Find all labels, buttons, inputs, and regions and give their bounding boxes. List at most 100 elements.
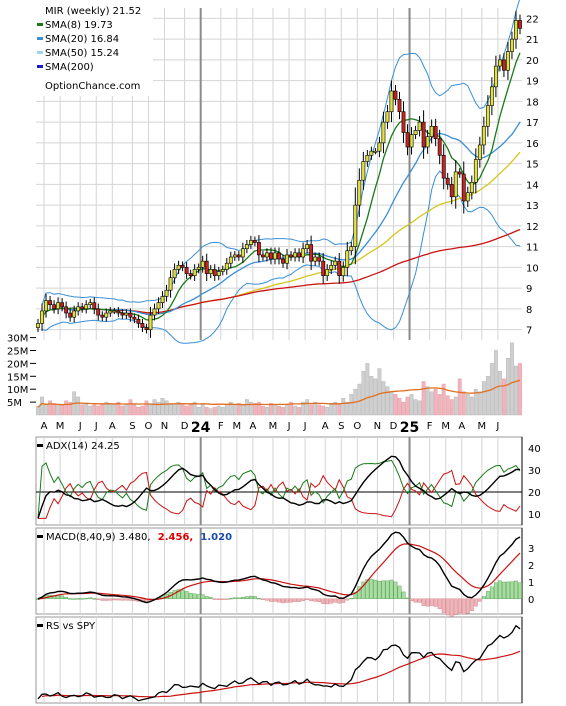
macd-hist-bar-35 xyxy=(176,589,181,600)
volume-bar-51 xyxy=(240,404,245,416)
price-tick-20: 20 xyxy=(526,56,539,67)
volume-bar-56 xyxy=(261,405,265,416)
volume-bar-18 xyxy=(108,403,113,416)
macd-hist-bar-69 xyxy=(313,598,318,602)
macd-hist-bar-22 xyxy=(124,598,129,601)
candle-body-38 xyxy=(188,273,193,276)
volume-bar-105 xyxy=(457,378,462,416)
macd-hist-bar-11 xyxy=(80,598,85,600)
macd-hist-bar-42 xyxy=(204,596,209,600)
macd-hist-bar-75 xyxy=(337,598,342,604)
candle-body-41 xyxy=(200,260,205,268)
adx-line xyxy=(37,455,520,519)
macd-line xyxy=(37,531,521,604)
macd-hist-bar-100 xyxy=(437,598,442,610)
volume-bar-69 xyxy=(313,401,318,416)
rs-line xyxy=(37,624,521,702)
legend-sma8: SMA(8) 19.73 xyxy=(45,20,113,31)
candle-body-60 xyxy=(277,252,281,260)
volume-bar-99 xyxy=(433,389,438,416)
candle-body-104 xyxy=(453,171,458,198)
macd-hist-bar-13 xyxy=(88,597,93,600)
volume-bar-94 xyxy=(413,399,418,416)
volume-bar-104 xyxy=(453,396,458,416)
volume-bar-63 xyxy=(289,401,293,416)
volume-bar-47 xyxy=(224,404,229,416)
volume-bar-75 xyxy=(337,404,342,416)
candle-body-71 xyxy=(321,260,326,276)
macd-hist-bar-107 xyxy=(465,598,470,614)
macd-hist-bar-61 xyxy=(281,598,285,604)
candle-body-95 xyxy=(417,121,422,131)
candle-body-18 xyxy=(108,310,113,314)
month-label-24: A xyxy=(458,421,465,432)
candle-body-96 xyxy=(421,121,426,148)
candle-body-10 xyxy=(76,306,81,312)
macd-hist-bar-57 xyxy=(265,598,269,601)
price-tick-8: 8 xyxy=(526,305,532,316)
price-tick-15: 15 xyxy=(526,160,539,171)
macd-hist-bar-112 xyxy=(485,591,490,600)
volume-bar-80 xyxy=(357,383,362,416)
volume-bar-12 xyxy=(84,403,89,416)
macd-hist-bar-120 xyxy=(518,582,522,600)
month-label-1: M xyxy=(56,421,65,432)
candle-body-63 xyxy=(289,254,293,258)
legend-swatch-sma200 xyxy=(37,65,43,68)
candle-body-66 xyxy=(301,248,305,258)
month-label-3: J xyxy=(94,421,98,432)
macd-hist-bar-84 xyxy=(373,579,378,600)
volume-bar-71 xyxy=(321,405,326,416)
volume-bar-81 xyxy=(361,370,366,416)
volume-bar-91 xyxy=(401,401,406,416)
candle-body-15 xyxy=(96,308,101,316)
candle-body-43 xyxy=(208,269,213,274)
adx-tick-40: 40 xyxy=(528,444,541,455)
candle-body-8 xyxy=(68,312,73,318)
volume-bar-117 xyxy=(506,358,510,416)
macd-hist-bar-74 xyxy=(333,598,338,603)
candle-body-47 xyxy=(224,262,229,270)
volume-bar-33 xyxy=(168,403,173,416)
volume-bar-1 xyxy=(40,396,44,416)
macd-hist-bar-98 xyxy=(429,598,434,606)
candle-body-50 xyxy=(236,254,241,258)
macd-hist-bar-93 xyxy=(409,598,414,601)
volume-bar-41 xyxy=(200,404,205,416)
candle-body-31 xyxy=(160,296,165,303)
candle-body-5 xyxy=(56,302,60,310)
candle-body-11 xyxy=(80,306,85,310)
candle-body-59 xyxy=(273,252,277,260)
macd-signal-line xyxy=(37,543,521,601)
candle-body-79 xyxy=(353,204,358,247)
macd-hist-bar-6 xyxy=(60,595,65,600)
legend-sma20: SMA(20) 16.84 xyxy=(45,34,119,45)
month-label-23: M xyxy=(441,421,450,432)
volume-tick-15: 15M xyxy=(7,372,28,383)
legend-swatch-sma50 xyxy=(37,51,43,54)
volume-bar-52 xyxy=(244,399,249,416)
volume-bar-32 xyxy=(164,400,169,416)
macd-hist-bar-110 xyxy=(477,598,482,602)
candle-body-32 xyxy=(164,289,169,297)
volume-bar-43 xyxy=(208,408,213,416)
candle-body-90 xyxy=(397,99,402,113)
month-label-13: M xyxy=(269,421,278,432)
volume-bar-116 xyxy=(502,378,506,416)
candle-body-73 xyxy=(329,264,334,270)
month-label-26: J xyxy=(495,421,499,432)
month-label-5: S xyxy=(129,421,135,432)
volume-bar-36 xyxy=(180,404,185,416)
candle-body-36 xyxy=(180,264,185,268)
macd-hist-bar-78 xyxy=(349,597,354,600)
month-label-16: A xyxy=(322,421,329,432)
volume-tick-30: 30M xyxy=(7,334,28,345)
candle-body-98 xyxy=(429,125,434,137)
macd-hist-bar-49 xyxy=(232,597,237,600)
candle-body-93 xyxy=(409,134,414,148)
month-label-4: A xyxy=(109,421,116,432)
adx-panel: 10 20 30 40 xyxy=(35,436,541,526)
legend-swatch-sma8 xyxy=(37,23,43,26)
rs-moving-average-line xyxy=(41,650,521,698)
volume-bar-106 xyxy=(461,391,466,416)
